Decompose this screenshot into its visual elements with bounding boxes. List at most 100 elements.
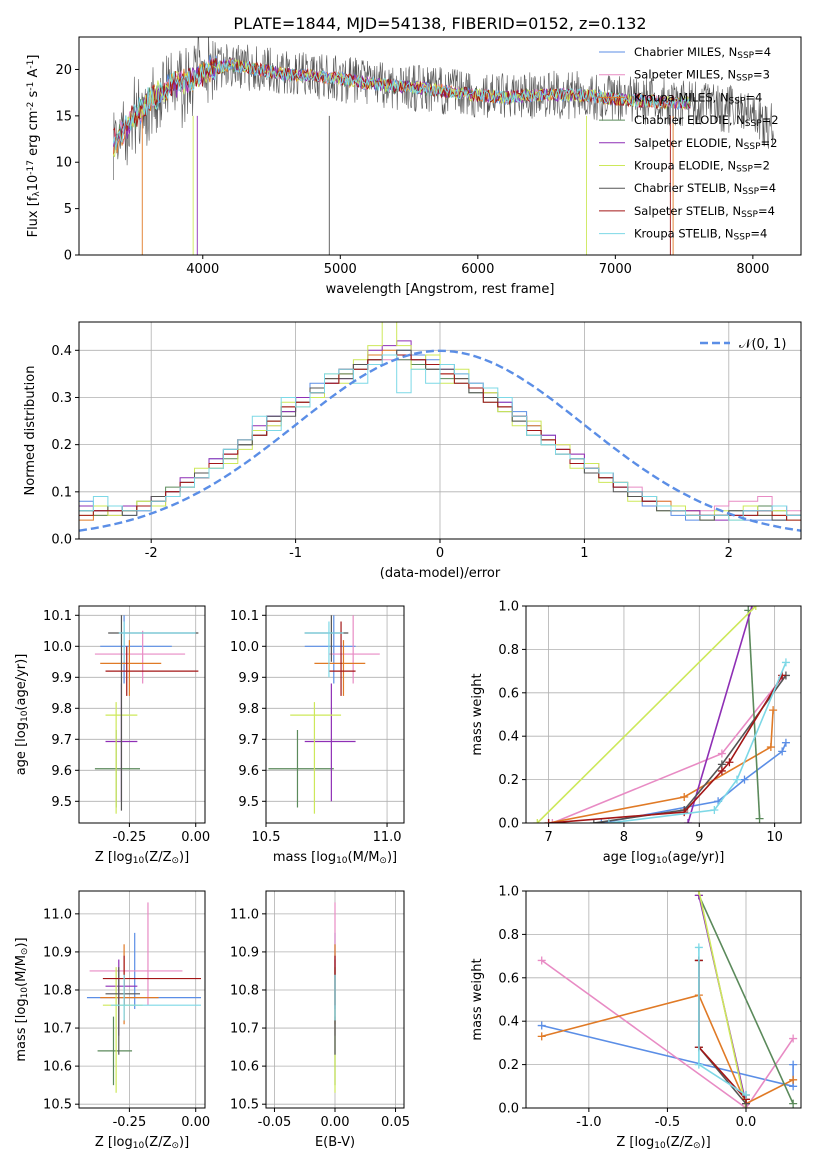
- legend-label: Kroupa ELODIE, NSSP=2: [634, 159, 770, 175]
- y-tick-label: 10.6: [43, 1060, 72, 1075]
- label-part: 10: [336, 856, 348, 866]
- x-tick-label: 0.00: [321, 1115, 350, 1130]
- x-tick-label: -0.05: [258, 1115, 292, 1130]
- label-part: -1: [26, 60, 36, 69]
- x-axis-label: (data-model)/error: [380, 566, 501, 581]
- gridlines: [526, 606, 801, 823]
- x-tick-label: 8: [620, 830, 628, 845]
- label-part: mass [: [14, 1018, 29, 1061]
- y-axis-label: mass weight: [470, 958, 485, 1040]
- weight-marker: [710, 805, 719, 814]
- x-axis-label: wavelength [Angstrom, rest frame]: [326, 282, 555, 297]
- weight-marker: [589, 819, 598, 823]
- x-tick-label: 0.00: [181, 830, 210, 845]
- weight-marker: [544, 819, 553, 823]
- label-part: E(B-V): [315, 1135, 355, 1150]
- x-tick-label: -1.0: [576, 1115, 601, 1130]
- figure-title: PLATE=1844, MJD=54138, FIBERID=0152, z=0…: [233, 14, 646, 33]
- label-part: mass weight: [470, 958, 485, 1040]
- y-axis-label: age [log10(age/yr)]: [14, 654, 30, 776]
- legend-label: Salpeter ELODIE, NSSP=2: [634, 136, 777, 152]
- weight-marker: [680, 792, 689, 801]
- label-part: =4: [745, 90, 762, 104]
- weight-marker: [604, 819, 613, 823]
- label-part: SSP: [744, 142, 761, 152]
- weight-marker: [694, 1060, 703, 1069]
- label-part: mass weight: [470, 673, 485, 755]
- y-tick-label: 9.6: [238, 764, 259, 779]
- y-tick-label: 9.8: [51, 702, 72, 717]
- label-part: age [: [603, 850, 636, 865]
- x-tick-label: 11.0: [373, 830, 402, 845]
- label-part: =2: [762, 113, 779, 127]
- label-part: age [: [14, 742, 29, 775]
- y-tick-label: 10.8: [230, 983, 259, 998]
- label-part: Chabrier ELODIE, N: [634, 113, 745, 127]
- y-tick-label: 10.9: [230, 945, 259, 960]
- label-part: Flux [f: [26, 196, 41, 237]
- x-tick-label: 10: [766, 830, 783, 845]
- y-axis-label: Flux [fλ10-17 erg cm-2 s-1 A-1]: [26, 55, 42, 238]
- label-part: =2: [753, 159, 770, 173]
- spectrum-line: [113, 37, 774, 181]
- label-part: ⊙: [171, 1141, 179, 1151]
- weight-marker: [789, 1075, 798, 1084]
- label-part: log: [14, 998, 29, 1018]
- weight-marker: [778, 747, 787, 756]
- legend-label: Kroupa MILES, NSSP=4: [634, 90, 762, 106]
- y-tick-label: 9.7: [51, 733, 72, 748]
- y-tick-label: 0.8: [498, 928, 519, 943]
- label-part: (age/yr)]: [667, 850, 724, 865]
- plot-area: [266, 606, 404, 823]
- y-tick-label: 10.7: [43, 1022, 72, 1037]
- weight-marker: [769, 706, 778, 715]
- label-part: SSP: [737, 51, 754, 61]
- label-part: ]: [26, 55, 41, 60]
- axes-frame: [78, 890, 206, 1109]
- weight-marker: [732, 775, 741, 784]
- axes-frame: [78, 36, 802, 256]
- panel-mass_weight_vs_Z: -1.0 -0.5 0.0 0.0 0.2 0.4 0.6 0.8 1.0 Z [log10(Z/…: [470, 885, 802, 1151]
- label-part: =3: [753, 68, 770, 82]
- label-part: (Z/Z: [144, 1135, 171, 1150]
- weight-marker: [537, 956, 546, 965]
- label-part: 10: [20, 710, 30, 722]
- weight-marker: [694, 891, 703, 895]
- weight-marker: [755, 814, 764, 823]
- y-tick-label: 0.2: [51, 438, 72, 453]
- plot-area: [79, 322, 801, 539]
- legend-label: Chabrier STELIB, NSSP=4: [634, 181, 776, 197]
- y-tick-label: 10.0: [230, 640, 259, 655]
- label-part: erg cm: [26, 111, 41, 160]
- y-tick-label: 0.4: [498, 1015, 519, 1030]
- label-part: -17: [26, 160, 36, 175]
- label-part: =4: [754, 45, 771, 59]
- label-part: Z [: [95, 1135, 113, 1150]
- spectrum-line: [112, 59, 691, 151]
- label-part: )]: [14, 937, 29, 947]
- weight-line: [698, 960, 747, 1106]
- weight-line: [536, 606, 757, 823]
- y-tick-label: 0.1: [51, 485, 72, 500]
- x-tick-label: 6000: [461, 262, 494, 277]
- label-part: A: [26, 69, 41, 82]
- y-axis-label: Normed distribution: [23, 366, 38, 496]
- y-tick-label: 0.6: [498, 686, 519, 701]
- label-part: Z [: [95, 850, 113, 865]
- weight-marker: [597, 819, 606, 823]
- label-part: SSP: [736, 165, 753, 175]
- label-part: 10: [656, 856, 668, 866]
- y-tick-label: 0.4: [51, 344, 72, 359]
- label-part: 10: [133, 1141, 145, 1151]
- y-tick-label: 0.0: [51, 533, 72, 548]
- label-part: (Z/Z: [144, 850, 171, 865]
- weight-line: [593, 674, 787, 823]
- label-part: mass [: [273, 850, 316, 865]
- weight-line: [698, 894, 794, 1105]
- weight-marker: [717, 766, 726, 775]
- label-part: Kroupa STELIB, N: [634, 227, 734, 241]
- x-tick-label: 0.05: [381, 1115, 410, 1130]
- label-part: Salpeter ELODIE, N: [634, 136, 744, 150]
- x-tick-label: 5000: [324, 262, 357, 277]
